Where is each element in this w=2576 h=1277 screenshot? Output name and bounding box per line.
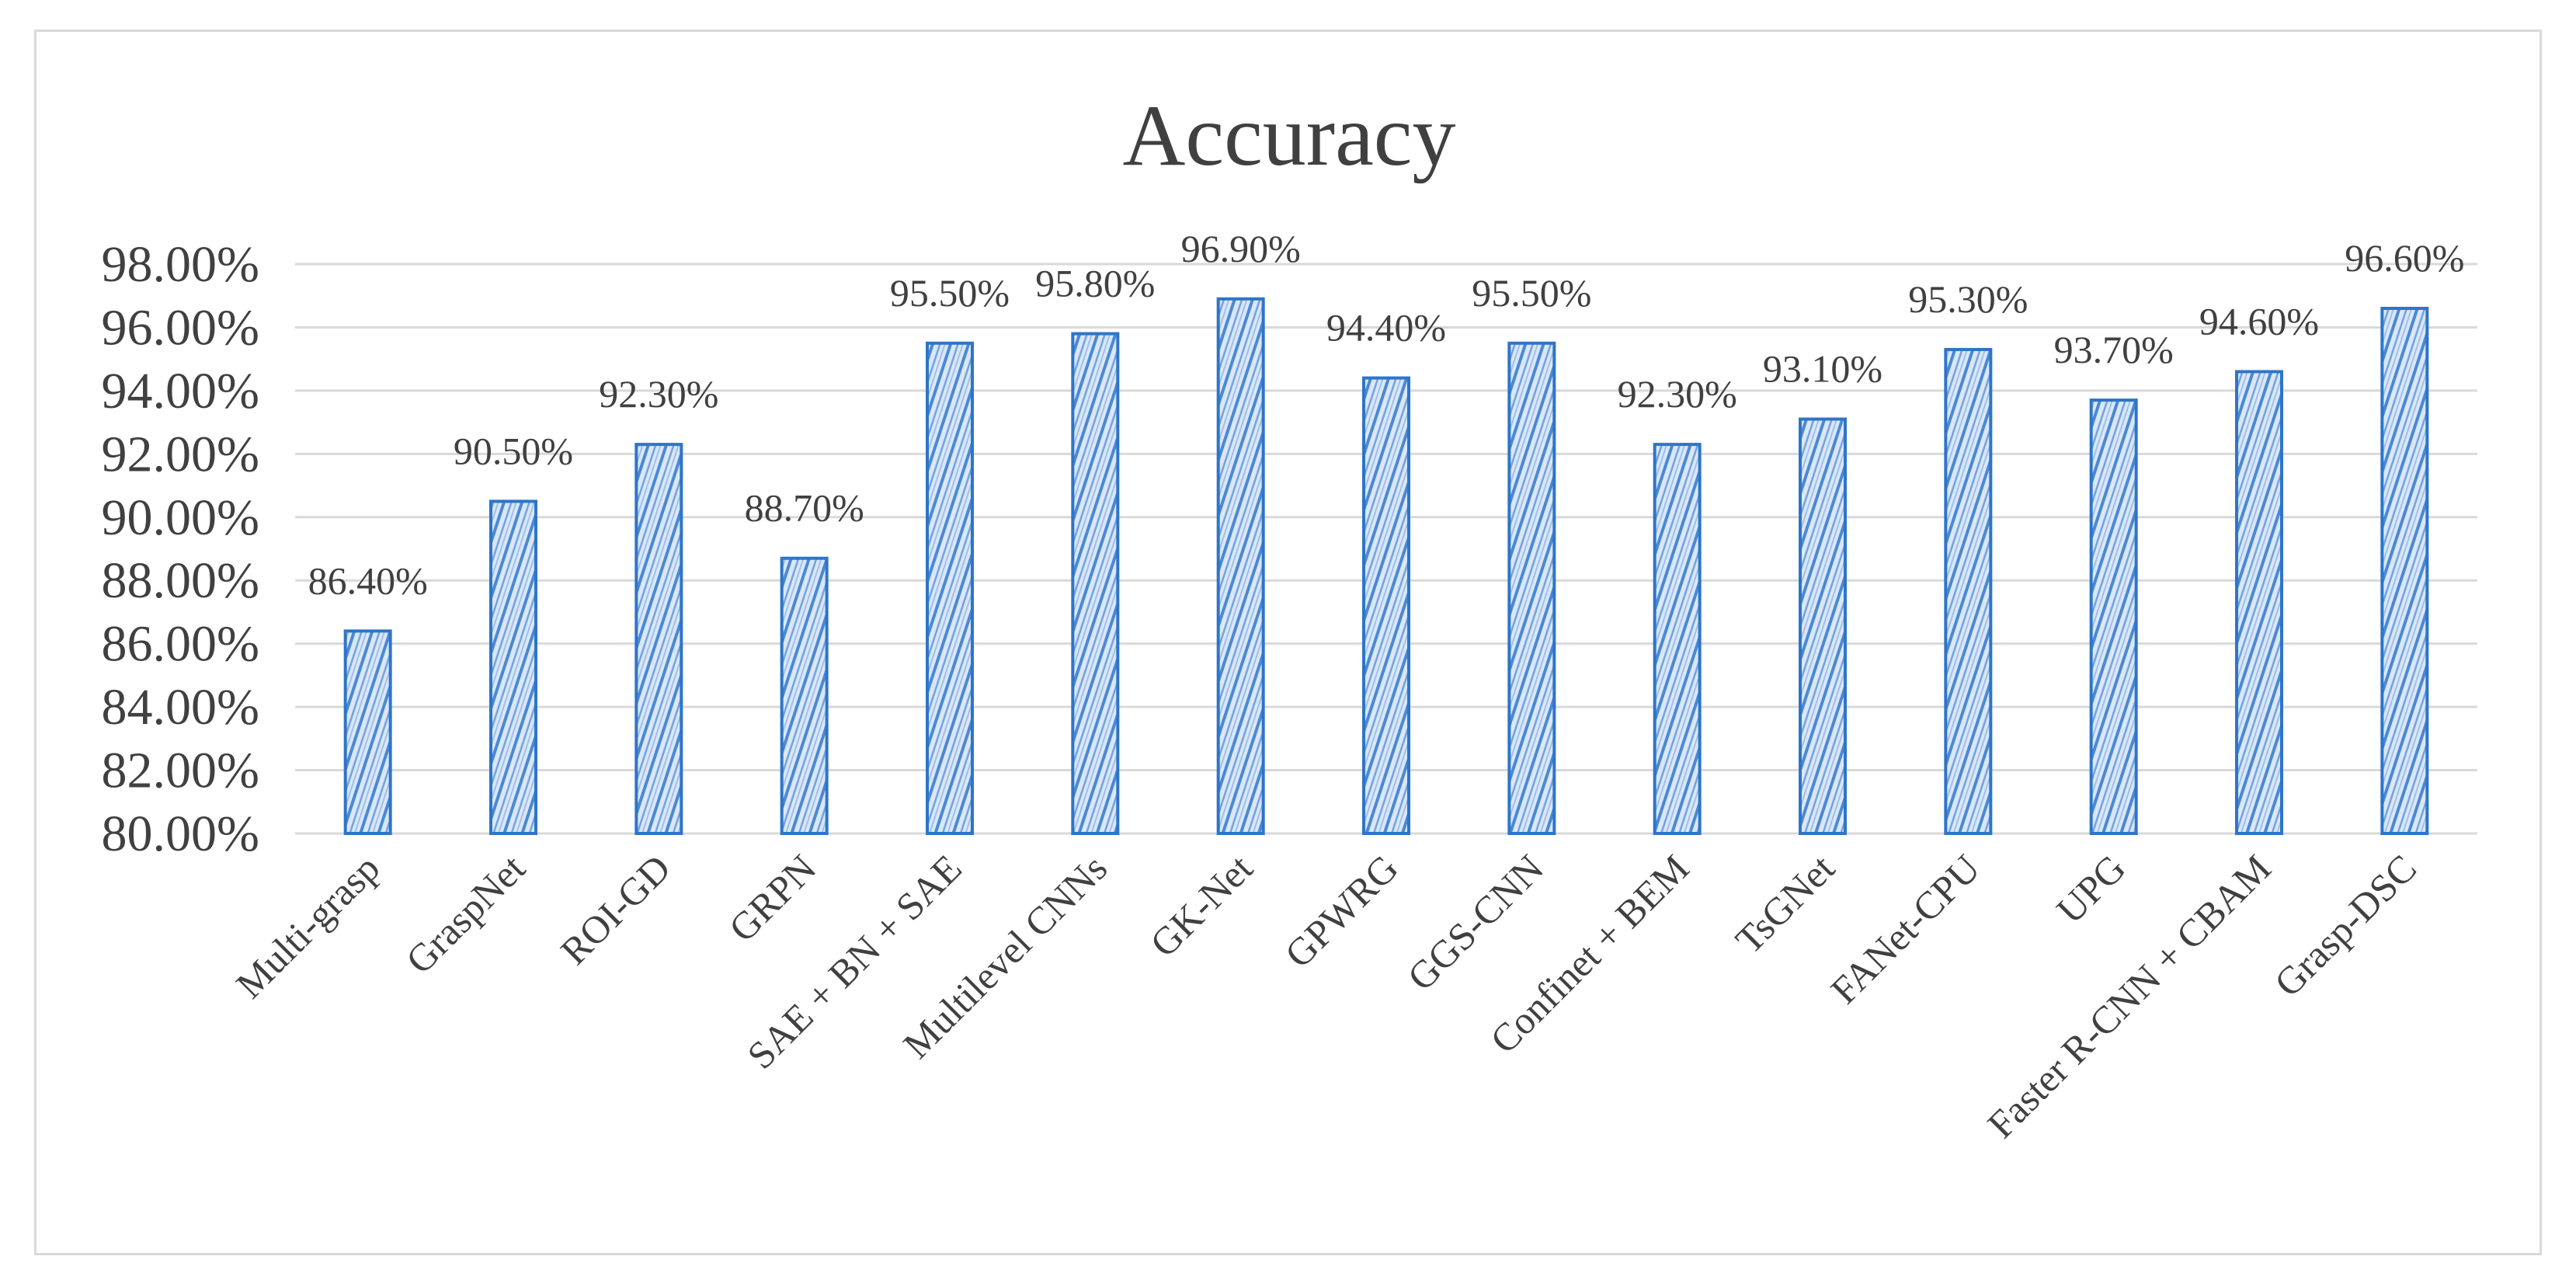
data-label: 95.80% <box>1035 262 1155 305</box>
bars <box>343 297 2429 836</box>
x-tick-label: GGS-CNN <box>1399 846 1552 999</box>
y-tick-label: 84.00% <box>102 679 259 736</box>
data-label: 93.10% <box>1763 347 1882 391</box>
y-axis-ticks: 80.00% 82.00% 84.00% 86.00% 88.00% 90.00% 92.0… <box>102 236 259 862</box>
x-tick-label: UPG <box>2048 846 2133 931</box>
data-label: 90.50% <box>454 429 573 472</box>
y-tick-label: 88.00% <box>102 552 259 609</box>
bar <box>634 443 683 835</box>
data-label: 88.70% <box>745 486 864 530</box>
y-tick-label: 82.00% <box>102 743 259 799</box>
bar <box>1653 443 1702 835</box>
bar <box>1362 376 1410 836</box>
bar <box>2089 398 2138 835</box>
data-label: 96.60% <box>2345 236 2464 280</box>
data-labels: 86.40% 90.50% 92.30% 88.70% 95.50% 95.80% 96.9… <box>308 227 2465 603</box>
y-tick-label: 94.00% <box>102 363 259 419</box>
y-tick-label: 90.00% <box>102 489 259 546</box>
x-tick-label: Grasp-DSC <box>2266 846 2425 1005</box>
data-label: 95.30% <box>1908 277 2028 321</box>
bar <box>1507 341 1556 835</box>
x-tick-label: GRPN <box>721 846 825 950</box>
bar <box>1071 332 1120 836</box>
bar <box>1216 297 1265 835</box>
data-label: 94.60% <box>2199 299 2319 343</box>
x-tick-label: ROI-GD <box>552 846 679 973</box>
data-label: 93.70% <box>2054 328 2174 371</box>
y-tick-label: 92.00% <box>102 426 259 482</box>
chart-title: Accuracy <box>1122 88 1455 184</box>
bar <box>780 556 829 835</box>
data-label: 95.50% <box>1472 271 1591 315</box>
x-tick-label: GK-Net <box>1142 846 1261 966</box>
data-label: 86.40% <box>308 558 428 602</box>
y-tick-label: 86.00% <box>102 616 259 673</box>
bar <box>1944 347 1993 835</box>
bar <box>489 499 537 836</box>
x-tick-label: GPWRG <box>1276 846 1406 976</box>
bar <box>926 341 974 835</box>
data-label: 92.30% <box>1618 372 1737 416</box>
y-tick-label: 80.00% <box>102 806 259 862</box>
x-tick-label: Multi-grasp <box>228 846 388 1007</box>
data-label: 94.40% <box>1326 306 1446 350</box>
bar <box>1799 417 1847 835</box>
y-tick-label: 96.00% <box>102 299 259 356</box>
bar <box>343 629 392 836</box>
data-label: 96.90% <box>1181 227 1301 270</box>
y-tick-label: 98.00% <box>102 236 259 293</box>
x-tick-label: TsGNet <box>1727 846 1843 962</box>
x-tick-label: FANet-CPU <box>1822 846 1988 1012</box>
data-label: 92.30% <box>599 372 718 416</box>
bar <box>2235 370 2283 835</box>
data-label: 95.50% <box>890 271 1010 315</box>
x-tick-label: GraspNet <box>398 846 534 982</box>
x-tick-label: Faster R-CNN + CBAM <box>1979 846 2279 1147</box>
bar <box>2380 307 2429 835</box>
